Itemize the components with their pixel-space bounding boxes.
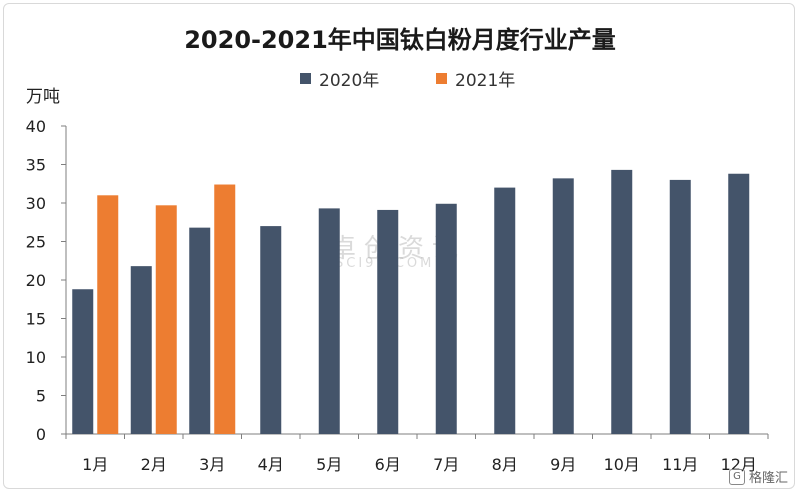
bar-2021-3 — [214, 184, 236, 434]
bar-2020-1 — [72, 289, 94, 434]
y-tick-label-5: 5 — [36, 387, 46, 406]
y-axis-label: 万吨 — [26, 87, 60, 107]
brand: G 格隆汇 — [728, 467, 788, 486]
x-tick-label-5: 5月 — [316, 455, 342, 474]
legend-swatch-2020 — [300, 73, 311, 84]
bar-2021-1 — [97, 195, 119, 434]
gelonghui-logo-icon: G — [728, 468, 745, 485]
y-tick-label-25: 25 — [26, 233, 46, 252]
bar-2020-3 — [189, 227, 211, 434]
x-tick-label-7: 7月 — [433, 455, 459, 474]
y-tick-label-30: 30 — [26, 194, 46, 213]
legend-label-2021: 2021年 — [455, 71, 516, 91]
bar-2020-4 — [260, 226, 282, 434]
y-tick-label-35: 35 — [26, 156, 46, 175]
x-tick-label-11: 11月 — [662, 455, 698, 474]
bar-2020-2 — [130, 266, 152, 434]
bar-2020-10 — [611, 169, 633, 434]
bar-2021-2 — [155, 205, 177, 434]
legend-item-2020: 2020年 — [300, 66, 379, 91]
legend-label-2020: 2020年 — [319, 71, 380, 91]
y-tick-label-40: 40 — [26, 117, 46, 136]
bar-2020-9 — [552, 178, 574, 434]
x-tick-label-8: 8月 — [492, 455, 518, 474]
x-tick-label-10: 10月 — [604, 455, 640, 474]
chart-title: 2020-2021年中国钛白粉月度行业产量 — [184, 26, 616, 54]
x-tick-label-9: 9月 — [550, 455, 576, 474]
bar-2020-11 — [669, 179, 691, 434]
legend: 2020年 2021年 — [0, 66, 800, 91]
bar-2020-5 — [318, 208, 340, 434]
legend-item-2021: 2021年 — [436, 66, 515, 91]
bar-2020-12 — [728, 173, 750, 435]
y-tick-label-20: 20 — [26, 271, 46, 290]
legend-swatch-2021 — [436, 73, 447, 84]
chart-frame — [3, 3, 795, 489]
bar-2020-6 — [377, 209, 399, 434]
x-tick-label-2: 2月 — [141, 455, 167, 474]
x-tick-label-1: 1月 — [82, 455, 108, 474]
y-tick-label-15: 15 — [26, 310, 46, 329]
y-tick-label-0: 0 — [36, 425, 46, 444]
bar-2020-7 — [435, 203, 457, 434]
brand-text: 格隆汇 — [748, 471, 788, 486]
y-tick-label-10: 10 — [26, 348, 46, 367]
bar-2020-8 — [494, 187, 516, 434]
x-tick-label-4: 4月 — [258, 455, 284, 474]
x-tick-label-6: 6月 — [375, 455, 401, 474]
x-tick-label-3: 3月 — [199, 455, 225, 474]
